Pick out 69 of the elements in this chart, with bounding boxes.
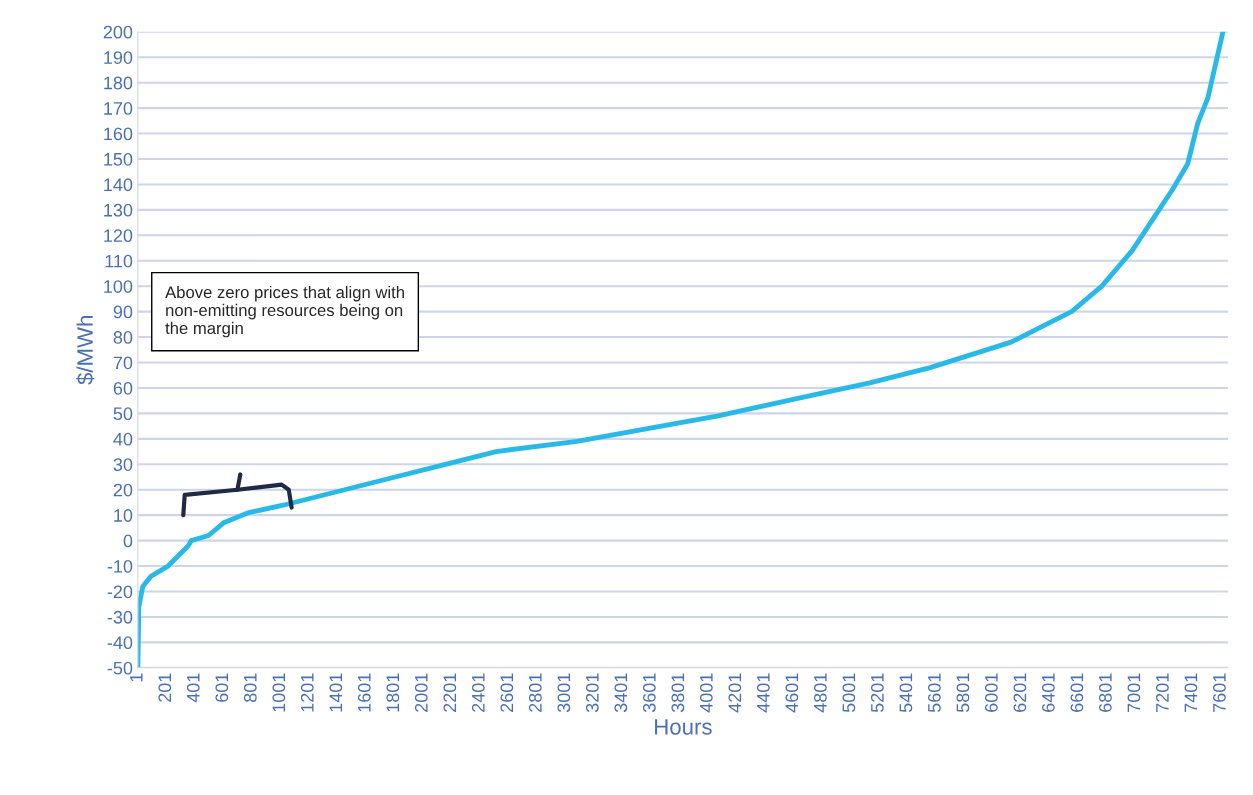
x-tick-label: 1801 xyxy=(386,673,400,712)
x-tick-label: 1 xyxy=(130,673,143,682)
x-tick-label: 2001 xyxy=(414,673,428,712)
x-tick-label: 7401 xyxy=(1184,673,1198,712)
x-tick-label: 2601 xyxy=(500,673,514,712)
x-tick-label: 3201 xyxy=(585,673,599,713)
y-tick-label: 10 xyxy=(114,509,133,522)
line-series xyxy=(137,31,1226,668)
x-tick-label: 1201 xyxy=(300,673,314,712)
y-tick-label: 40 xyxy=(113,432,133,446)
x-tick-label: 4001 xyxy=(699,673,713,713)
y-tick-label: 180 xyxy=(104,76,133,90)
y-tick-label: 70 xyxy=(113,356,133,370)
y-tick-label: 90 xyxy=(113,305,133,319)
y-tick-label: -10 xyxy=(107,559,133,573)
x-tick-label: 4401 xyxy=(756,673,770,713)
y-tick-label: 120 xyxy=(104,229,133,243)
x-axis-title: Hours xyxy=(655,719,712,735)
y-tick-label: 60 xyxy=(113,381,133,395)
x-tick-label: 4201 xyxy=(728,673,742,713)
y-tick-label: 200 xyxy=(103,25,133,39)
x-tick-label: 6601 xyxy=(1070,673,1084,712)
x-tick-label: 601 xyxy=(215,673,229,702)
x-tick-label: 4601 xyxy=(785,673,799,713)
x-tick-label: 1001 xyxy=(272,673,286,712)
x-tick-label: 4801 xyxy=(813,673,827,713)
y-tick-label: 160 xyxy=(104,127,133,141)
x-tick-label: 5201 xyxy=(870,673,884,713)
x-tick-label: 6201 xyxy=(1013,673,1027,712)
y-tick-label: 20 xyxy=(113,483,133,497)
x-tick-label: 3401 xyxy=(614,673,628,713)
x-tick-label: 401 xyxy=(186,673,200,703)
x-tick-label: 3801 xyxy=(671,673,685,713)
y-tick-label: 100 xyxy=(104,280,133,293)
x-tick-label: 3601 xyxy=(642,673,656,713)
y-tick-label: 110 xyxy=(105,254,133,268)
x-tick-label: 6801 xyxy=(1099,673,1112,712)
x-tick-label: 201 xyxy=(158,673,172,702)
y-tick-label: 170 xyxy=(104,102,133,115)
x-tick-label: 5801 xyxy=(956,673,970,713)
y-tick-label: 150 xyxy=(104,152,133,166)
y-axis-title: $/MWh xyxy=(76,316,95,385)
y-tick-label: 0 xyxy=(123,534,133,548)
y-tick-label: 80 xyxy=(113,331,133,344)
x-tick-label: 5001 xyxy=(842,673,856,713)
x-tick-label: 7001 xyxy=(1127,673,1141,712)
x-tick-label: 5601 xyxy=(927,673,941,713)
y-tick-label: 30 xyxy=(113,458,133,471)
x-tick-label: 7601 xyxy=(1213,673,1226,712)
y-tick-label: -50 xyxy=(107,661,133,675)
x-tick-label: 2801 xyxy=(528,673,542,712)
x-tick-label: 5401 xyxy=(899,673,913,713)
x-tick-label: 2201 xyxy=(443,673,457,712)
x-tick-label: 6001 xyxy=(984,673,998,712)
y-tick-label: 190 xyxy=(104,51,133,64)
y-tick-label: 130 xyxy=(104,203,133,217)
x-tick-label: 6401 xyxy=(1042,673,1055,712)
y-tick-label: -30 xyxy=(107,610,133,624)
y-tick-label: 50 xyxy=(113,407,133,421)
x-tick-label: 3001 xyxy=(557,673,571,713)
x-tick-label: 1601 xyxy=(357,673,371,712)
y-tick-label: -20 xyxy=(107,585,133,599)
x-tick-label: 2401 xyxy=(471,673,485,712)
x-tick-label: 1401 xyxy=(329,673,343,712)
y-tick-label: 140 xyxy=(104,178,133,192)
x-tick-label: 7201 xyxy=(1156,673,1169,712)
annotation: Above zero prices that align with non-emitting resources being on the margin xyxy=(165,285,404,338)
x-tick-label: 801 xyxy=(243,673,257,702)
y-tick-label: -40 xyxy=(107,636,133,650)
